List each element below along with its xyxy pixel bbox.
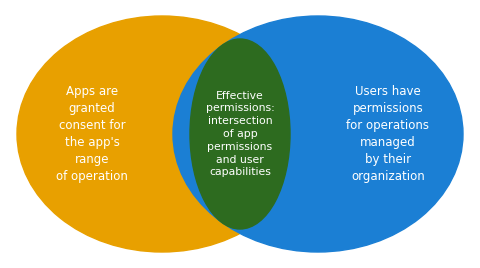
Ellipse shape [17,16,307,252]
Ellipse shape [173,16,463,252]
Text: Apps are
granted
consent for
the app's
range
of operation: Apps are granted consent for the app's r… [56,85,128,183]
Text: Users have
permissions
for operations
managed
by their
organization: Users have permissions for operations ma… [347,85,430,183]
Ellipse shape [190,39,290,229]
Text: Effective
permissions:
intersection
of app
permissions
and user
capabilities: Effective permissions: intersection of a… [205,91,275,177]
